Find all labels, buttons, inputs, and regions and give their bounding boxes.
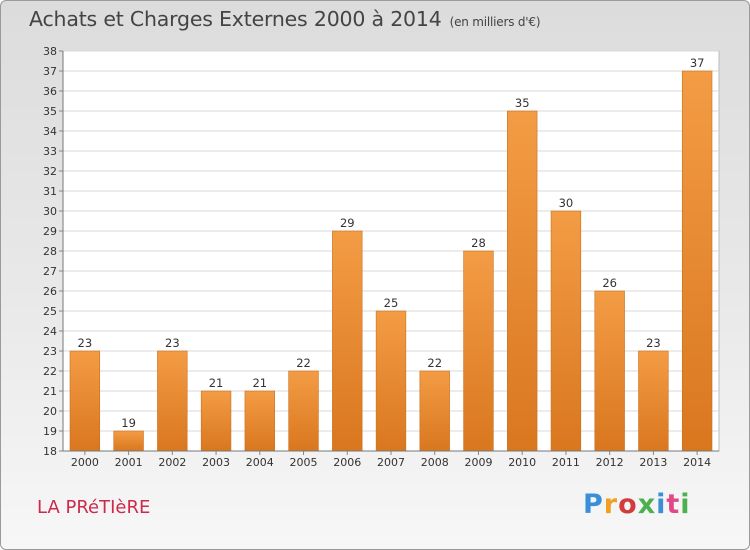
place-name: LA PRéTIèRE [37,497,151,518]
bar [419,370,450,452]
y-tick-label: 31 [43,185,57,198]
y-tick-label: 33 [43,145,57,158]
bar [200,390,232,452]
data-label: 35 [515,96,530,110]
chart-title-text: Achats et Charges Externes 2000 à 2014 [29,7,442,31]
data-label: 23 [78,336,93,350]
y-tick-label: 18 [43,445,57,458]
chart-title: Achats et Charges Externes 2000 à 2014 (e… [29,7,541,31]
y-tick-label: 32 [43,165,57,178]
y-tick-label: 28 [43,245,57,258]
x-tick-label: 2001 [115,456,143,469]
x-tick-label: 2007 [377,456,405,469]
x-tick-label: 2002 [158,456,186,469]
y-tick-label: 26 [43,285,57,298]
data-label: 21 [252,376,267,390]
x-tick-label: 2003 [202,456,230,469]
y-tick-label: 38 [43,45,57,58]
y-tick-label: 24 [43,325,57,338]
y-tick-label: 34 [43,125,57,138]
bar [113,430,144,452]
data-label: 37 [690,56,705,70]
bar [332,230,363,452]
y-tick-label: 20 [43,405,57,418]
x-tick-label: 2009 [464,456,492,469]
chart-subtitle: (en milliers d'€) [449,15,541,29]
data-label: 30 [559,196,574,210]
x-tick-label: 2006 [333,456,361,469]
data-label: 26 [602,276,617,290]
x-tick-label: 2000 [71,456,99,469]
bar [550,210,582,452]
bar [69,350,101,452]
y-tick-label: 21 [43,385,57,398]
x-tick-label: 2011 [552,456,580,469]
x-tick-label: 2013 [639,456,667,469]
data-label: 23 [165,336,180,350]
data-label: 28 [471,236,486,250]
bar [594,290,625,452]
bar [681,70,713,452]
y-tick-label: 23 [43,345,57,358]
proxiti-logo: Proxiti [583,489,691,520]
x-tick-label: 2010 [508,456,536,469]
x-tick-label: 2008 [421,456,449,469]
data-label: 23 [646,336,661,350]
bar [463,250,494,452]
y-tick-label: 22 [43,365,57,378]
data-label: 21 [209,376,224,390]
data-label: 25 [384,296,399,310]
y-tick-label: 35 [43,105,57,118]
y-tick-label: 37 [43,65,57,78]
y-tick-label: 19 [43,425,57,438]
y-tick-label: 25 [43,305,57,318]
data-label: 19 [121,416,136,430]
x-tick-label: 2012 [596,456,624,469]
x-tick-label: 2014 [683,456,711,469]
y-tick-label: 27 [43,265,57,278]
bar [375,310,407,452]
y-tick-label: 30 [43,205,57,218]
bar [157,350,188,452]
bar [244,390,275,452]
y-tick-label: 36 [43,85,57,98]
bar [288,370,319,452]
bar [638,350,669,452]
bar [507,110,538,452]
data-label: 29 [340,216,355,230]
data-label: 22 [427,356,442,370]
data-label: 22 [296,356,311,370]
x-tick-label: 2004 [246,456,274,469]
x-tick-label: 2005 [290,456,318,469]
y-tick-label: 29 [43,225,57,238]
